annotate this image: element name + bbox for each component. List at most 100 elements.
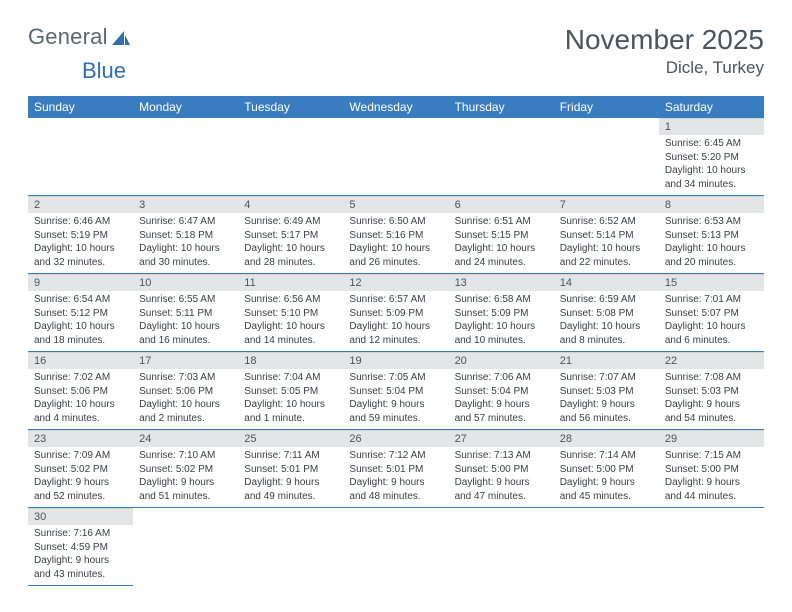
weekday-header: Wednesday: [343, 96, 448, 118]
weekday-header: Monday: [133, 96, 238, 118]
calendar-cell: 15Sunrise: 7:01 AMSunset: 5:07 PMDayligh…: [659, 274, 764, 352]
day-body: Sunrise: 7:04 AMSunset: 5:05 PMDaylight:…: [238, 369, 343, 429]
calendar-row: 16Sunrise: 7:02 AMSunset: 5:06 PMDayligh…: [28, 352, 764, 430]
calendar-cell: 12Sunrise: 6:57 AMSunset: 5:09 PMDayligh…: [343, 274, 448, 352]
weekday-header: Saturday: [659, 96, 764, 118]
weekday-header: Friday: [554, 96, 659, 118]
calendar-row: 23Sunrise: 7:09 AMSunset: 5:02 PMDayligh…: [28, 430, 764, 508]
calendar-cell: 21Sunrise: 7:07 AMSunset: 5:03 PMDayligh…: [554, 352, 659, 430]
daylight-text-1: Daylight: 10 hours: [244, 398, 337, 412]
calendar-cell: 22Sunrise: 7:08 AMSunset: 5:03 PMDayligh…: [659, 352, 764, 430]
calendar-cell: 29Sunrise: 7:15 AMSunset: 5:00 PMDayligh…: [659, 430, 764, 508]
empty-cell: [659, 508, 764, 586]
sunset-text: Sunset: 5:14 PM: [560, 229, 653, 243]
day-body: Sunrise: 7:03 AMSunset: 5:06 PMDaylight:…: [133, 369, 238, 429]
sunset-text: Sunset: 5:12 PM: [34, 307, 127, 321]
sunrise-text: Sunrise: 6:47 AM: [139, 215, 232, 229]
daylight-text-2: and 48 minutes.: [349, 490, 442, 504]
sunrise-text: Sunrise: 7:16 AM: [34, 527, 127, 541]
day-body: Sunrise: 6:49 AMSunset: 5:17 PMDaylight:…: [238, 213, 343, 273]
daylight-text-2: and 20 minutes.: [665, 256, 758, 270]
daylight-text-2: and 44 minutes.: [665, 490, 758, 504]
daylight-text-1: Daylight: 10 hours: [244, 320, 337, 334]
empty-cell: [133, 508, 238, 586]
sunrise-text: Sunrise: 7:13 AM: [455, 449, 548, 463]
day-number: 25: [238, 430, 343, 447]
day-number: 28: [554, 430, 659, 447]
sunset-text: Sunset: 4:59 PM: [34, 541, 127, 555]
day-body: Sunrise: 6:45 AMSunset: 5:20 PMDaylight:…: [659, 135, 764, 195]
calendar-cell: 11Sunrise: 6:56 AMSunset: 5:10 PMDayligh…: [238, 274, 343, 352]
daylight-text-2: and 24 minutes.: [455, 256, 548, 270]
month-title: November 2025: [565, 24, 764, 56]
sunset-text: Sunset: 5:19 PM: [34, 229, 127, 243]
sunrise-text: Sunrise: 6:54 AM: [34, 293, 127, 307]
day-body: Sunrise: 6:58 AMSunset: 5:09 PMDaylight:…: [449, 291, 554, 351]
day-body: Sunrise: 7:08 AMSunset: 5:03 PMDaylight:…: [659, 369, 764, 429]
daylight-text-1: Daylight: 10 hours: [560, 242, 653, 256]
location: Dicle, Turkey: [565, 58, 764, 78]
calendar-cell: 26Sunrise: 7:12 AMSunset: 5:01 PMDayligh…: [343, 430, 448, 508]
sunset-text: Sunset: 5:17 PM: [244, 229, 337, 243]
day-body: Sunrise: 7:09 AMSunset: 5:02 PMDaylight:…: [28, 447, 133, 507]
sunset-text: Sunset: 5:10 PM: [244, 307, 337, 321]
sunrise-text: Sunrise: 7:02 AM: [34, 371, 127, 385]
sunset-text: Sunset: 5:02 PM: [34, 463, 127, 477]
calendar-cell: 14Sunrise: 6:59 AMSunset: 5:08 PMDayligh…: [554, 274, 659, 352]
day-body: Sunrise: 6:46 AMSunset: 5:19 PMDaylight:…: [28, 213, 133, 273]
calendar-page: General November 2025 Dicle, Turkey Blue…: [0, 0, 792, 610]
weekday-header: Tuesday: [238, 96, 343, 118]
calendar-cell: 28Sunrise: 7:14 AMSunset: 5:00 PMDayligh…: [554, 430, 659, 508]
sunset-text: Sunset: 5:06 PM: [139, 385, 232, 399]
weekday-header: Thursday: [449, 96, 554, 118]
calendar-body: 1Sunrise: 6:45 AMSunset: 5:20 PMDaylight…: [28, 118, 764, 586]
day-number: 18: [238, 352, 343, 369]
calendar-cell: 24Sunrise: 7:10 AMSunset: 5:02 PMDayligh…: [133, 430, 238, 508]
day-number: 2: [28, 196, 133, 213]
sunrise-text: Sunrise: 6:45 AM: [665, 137, 758, 151]
daylight-text-2: and 1 minute.: [244, 412, 337, 426]
day-body: Sunrise: 6:54 AMSunset: 5:12 PMDaylight:…: [28, 291, 133, 351]
sail-icon: [111, 30, 131, 46]
daylight-text-2: and 57 minutes.: [455, 412, 548, 426]
day-number: 7: [554, 196, 659, 213]
daylight-text-1: Daylight: 10 hours: [455, 242, 548, 256]
sunset-text: Sunset: 5:02 PM: [139, 463, 232, 477]
calendar-cell: 13Sunrise: 6:58 AMSunset: 5:09 PMDayligh…: [449, 274, 554, 352]
calendar-row: 9Sunrise: 6:54 AMSunset: 5:12 PMDaylight…: [28, 274, 764, 352]
day-body: Sunrise: 6:57 AMSunset: 5:09 PMDaylight:…: [343, 291, 448, 351]
title-block: November 2025 Dicle, Turkey: [565, 24, 764, 78]
calendar-cell: 6Sunrise: 6:51 AMSunset: 5:15 PMDaylight…: [449, 196, 554, 274]
calendar-cell: 30Sunrise: 7:16 AMSunset: 4:59 PMDayligh…: [28, 508, 133, 586]
calendar-cell: 20Sunrise: 7:06 AMSunset: 5:04 PMDayligh…: [449, 352, 554, 430]
daylight-text-1: Daylight: 9 hours: [34, 476, 127, 490]
weekday-row: SundayMondayTuesdayWednesdayThursdayFrid…: [28, 96, 764, 118]
sunrise-text: Sunrise: 6:46 AM: [34, 215, 127, 229]
day-number: 11: [238, 274, 343, 291]
day-number: 8: [659, 196, 764, 213]
daylight-text-1: Daylight: 10 hours: [139, 242, 232, 256]
daylight-text-1: Daylight: 9 hours: [665, 398, 758, 412]
daylight-text-2: and 22 minutes.: [560, 256, 653, 270]
daylight-text-2: and 43 minutes.: [34, 568, 127, 582]
empty-cell: [238, 508, 343, 586]
daylight-text-2: and 47 minutes.: [455, 490, 548, 504]
day-body: Sunrise: 7:11 AMSunset: 5:01 PMDaylight:…: [238, 447, 343, 507]
day-number: 19: [343, 352, 448, 369]
daylight-text-2: and 54 minutes.: [665, 412, 758, 426]
daylight-text-2: and 45 minutes.: [560, 490, 653, 504]
empty-cell: [133, 118, 238, 196]
day-number: 22: [659, 352, 764, 369]
sunrise-text: Sunrise: 7:03 AM: [139, 371, 232, 385]
daylight-text-2: and 4 minutes.: [34, 412, 127, 426]
sunrise-text: Sunrise: 7:14 AM: [560, 449, 653, 463]
calendar-cell: 27Sunrise: 7:13 AMSunset: 5:00 PMDayligh…: [449, 430, 554, 508]
sunrise-text: Sunrise: 6:55 AM: [139, 293, 232, 307]
daylight-text-1: Daylight: 9 hours: [560, 476, 653, 490]
daylight-text-1: Daylight: 9 hours: [349, 398, 442, 412]
daylight-text-2: and 10 minutes.: [455, 334, 548, 348]
day-body: Sunrise: 6:50 AMSunset: 5:16 PMDaylight:…: [343, 213, 448, 273]
empty-cell: [554, 508, 659, 586]
empty-cell: [238, 118, 343, 196]
sunset-text: Sunset: 5:09 PM: [455, 307, 548, 321]
